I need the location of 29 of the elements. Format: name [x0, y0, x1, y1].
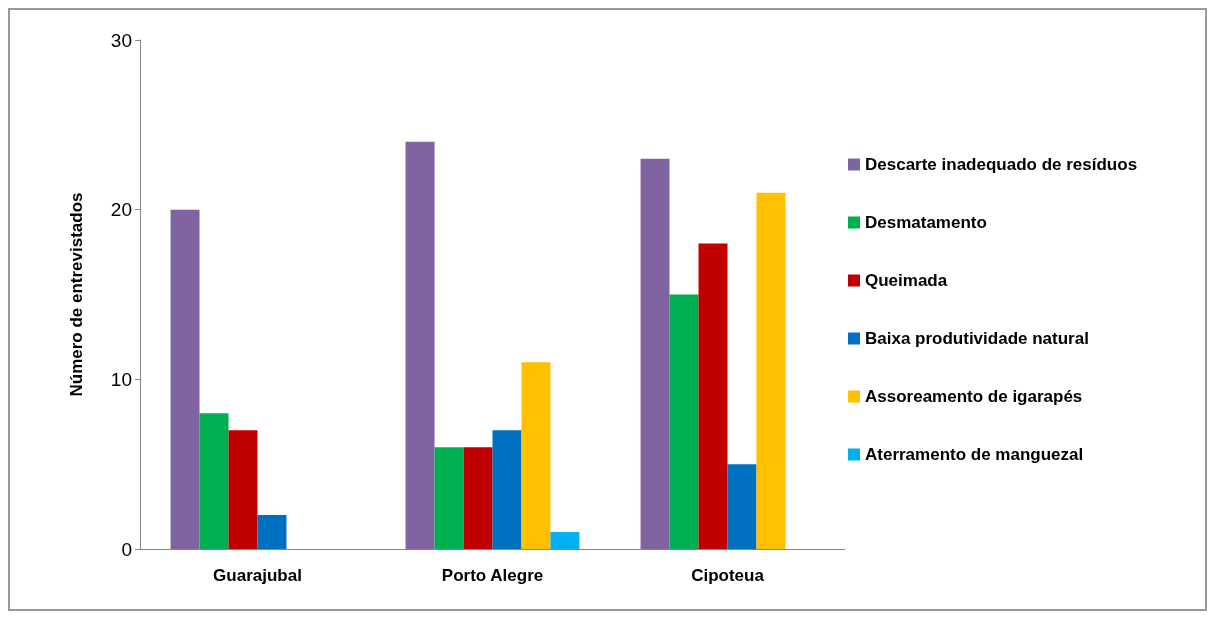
legend-label: Assoreamento de igarapés — [865, 387, 1083, 406]
bar — [257, 515, 287, 549]
bar — [550, 532, 580, 549]
bar — [756, 192, 786, 549]
bar — [669, 294, 699, 549]
y-tick-label: 20 — [110, 199, 132, 221]
legend-label: Baixa produtividade natural — [865, 329, 1089, 348]
bar — [463, 447, 493, 549]
bar — [199, 413, 229, 549]
legend-label: Aterramento de manguezal — [865, 445, 1084, 464]
bar — [698, 243, 728, 549]
bar — [727, 464, 757, 549]
legend-label: Queimada — [865, 271, 948, 290]
legend-label: Descarte inadequado de resíduos — [865, 155, 1138, 174]
x-tick-label: Porto Alegre — [441, 566, 544, 585]
y-tick-label: 10 — [110, 368, 132, 390]
bar — [405, 141, 435, 549]
y-tick-label: 0 — [121, 538, 132, 560]
x-tick-label: Guarajubal — [213, 566, 302, 585]
bar — [170, 209, 200, 549]
legend-label: Desmatamento — [865, 213, 987, 232]
bar — [228, 430, 258, 549]
y-axis-title: Número de entrevistados — [67, 192, 86, 397]
bar — [434, 447, 464, 549]
bar — [521, 362, 551, 549]
y-tick-label: 30 — [110, 29, 132, 51]
bar — [492, 430, 522, 549]
x-tick-label: Cipoteua — [691, 566, 765, 585]
bar — [640, 158, 670, 549]
